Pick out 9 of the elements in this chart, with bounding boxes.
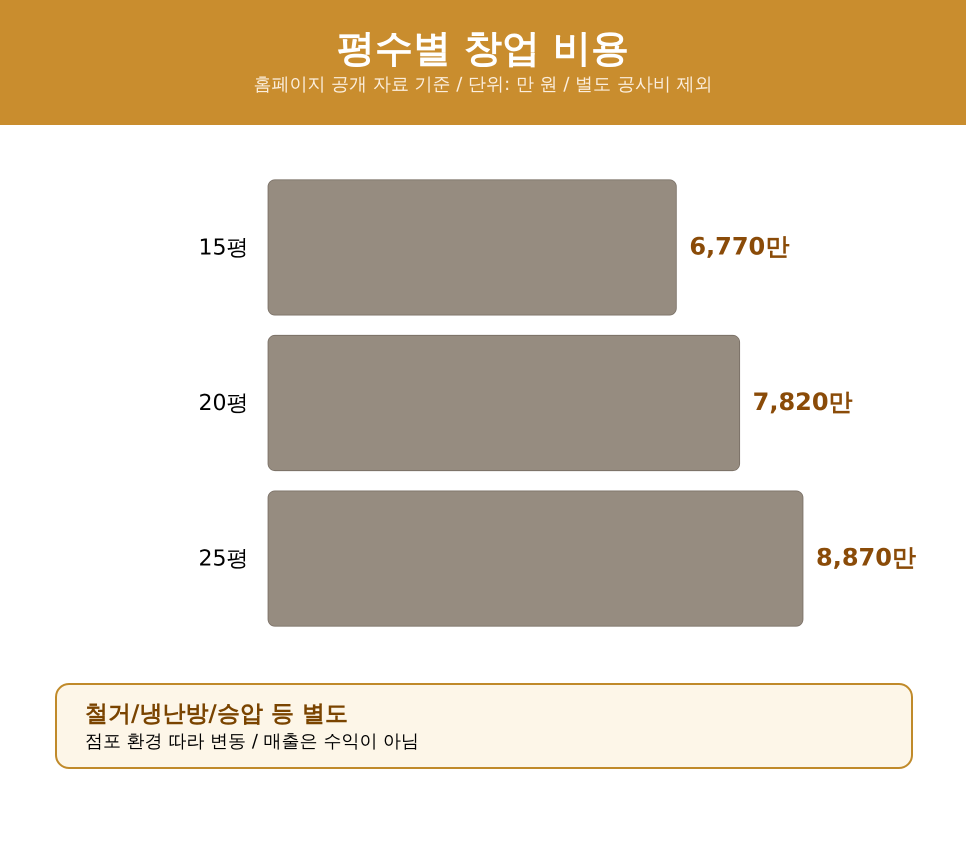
- y-tick-label: 20평: [198, 391, 248, 416]
- y-tick-label: 15평: [198, 235, 248, 260]
- chart-subtitle: 홈페이지 공개 자료 기준 / 단위: 만 원 / 별도 공사비 제외: [252, 73, 714, 97]
- data-label: 7,820만: [752, 388, 853, 416]
- chart-title: 평수별 창업 비용: [336, 25, 630, 72]
- data-label: 8,870만: [816, 544, 916, 572]
- note-box: 철거/냉난방/승압 등 별도 점포 환경 따라 변동 / 매출은 수익이 아님: [55, 683, 913, 769]
- y-tick-label: 25평: [198, 546, 248, 572]
- data-label: 6,770만: [689, 232, 790, 260]
